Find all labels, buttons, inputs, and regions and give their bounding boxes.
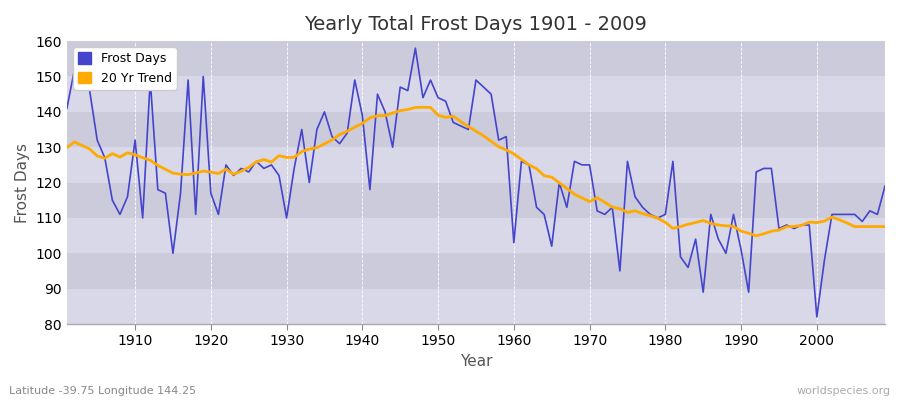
Frost Days (122, 194, 133, 199)
Frost Days (61, 106, 72, 111)
20 Yr Trend (61, 145, 72, 150)
Frost Days (607, 205, 617, 210)
Text: Latitude -39.75 Longitude 144.25: Latitude -39.75 Longitude 144.25 (9, 386, 196, 396)
20 Yr Trend (751, 233, 761, 238)
Y-axis label: Frost Days: Frost Days (15, 142, 30, 222)
X-axis label: Year: Year (460, 354, 492, 369)
Bar (67, 76, 885, 112)
Bar (67, 289, 885, 324)
Title: Yearly Total Frost Days 1901 - 2009: Yearly Total Frost Days 1901 - 2009 (304, 15, 647, 34)
Bar (67, 253, 885, 289)
Frost Days (812, 314, 823, 319)
Bar (67, 112, 885, 147)
20 Yr Trend (289, 155, 300, 160)
20 Yr Trend (334, 132, 345, 137)
Text: worldspecies.org: worldspecies.org (796, 386, 891, 396)
Frost Days (334, 141, 345, 146)
20 Yr Trend (516, 157, 526, 162)
Frost Days (879, 184, 890, 188)
20 Yr Trend (508, 152, 519, 156)
Frost Days (289, 166, 300, 171)
20 Yr Trend (418, 105, 428, 110)
20 Yr Trend (879, 224, 890, 229)
Frost Days (410, 46, 421, 50)
20 Yr Trend (607, 205, 617, 210)
Bar (67, 182, 885, 218)
Bar (67, 147, 885, 182)
Bar (67, 41, 885, 76)
Legend: Frost Days, 20 Yr Trend: Frost Days, 20 Yr Trend (73, 47, 176, 90)
Line: Frost Days: Frost Days (67, 48, 885, 317)
Bar (67, 218, 885, 253)
Frost Days (508, 240, 519, 245)
Frost Days (516, 159, 526, 164)
Line: 20 Yr Trend: 20 Yr Trend (67, 107, 885, 236)
20 Yr Trend (122, 150, 133, 155)
